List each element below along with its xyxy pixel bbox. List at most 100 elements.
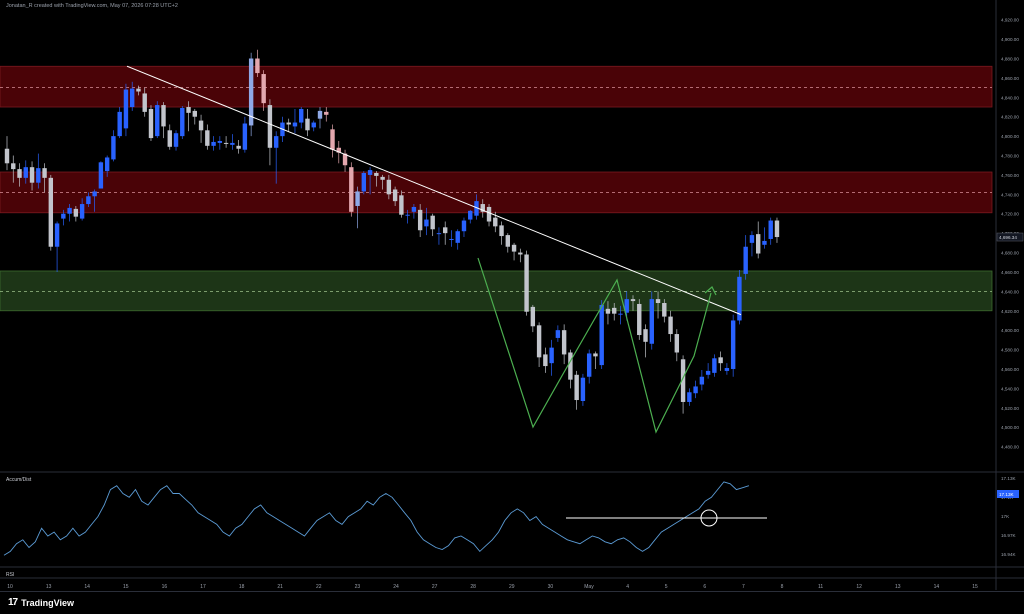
candle-body [29,167,35,183]
candle-body [36,168,41,183]
candle-body [230,142,235,145]
candle-body [724,368,730,371]
date-tick-label: 15 [972,584,978,590]
candle-body [198,120,204,131]
price-tick-label: 4,760.00 [1001,173,1019,178]
candle-body [180,107,185,137]
candle-body [493,217,498,227]
indicator-last-label: 17.13K [999,492,1014,497]
price-tick-label: 4,800.00 [1001,134,1019,139]
price-tick-label: 4,680.00 [1001,251,1019,256]
candle-body [668,316,673,335]
zone-resistance-1 [0,171,993,214]
date-tick-label: 27 [432,584,438,590]
candle-body [518,252,523,255]
indicator-tick-label: 17.13K [1001,476,1016,481]
candle-body [768,220,773,239]
candle-body [536,325,542,358]
candle-body [173,133,179,147]
price-tick-label: 4,860.00 [1001,76,1019,81]
candle-body [211,141,216,146]
date-tick-label: 15 [123,584,129,590]
chart-credit: Jonatan_R created with TradingView.com, … [6,3,178,9]
pattern-arrowhead [704,286,717,296]
candle-body [255,58,260,74]
candle-body [86,196,91,205]
date-tick-label: 11 [818,584,823,590]
tradingview-brand-name: TradingView [21,597,74,608]
date-tick-label: 14 [84,584,90,590]
tradingview-logo[interactable]: 17 TradingView [8,597,74,608]
candle-body [555,330,561,338]
candle-body [17,169,22,178]
candle-body [405,214,410,216]
candle-body [455,231,460,243]
candle-body [167,130,172,147]
candle-body [367,170,373,175]
indicator-tick-label: 17K [1001,514,1010,519]
price-tick-label: 4,720.00 [1001,212,1019,217]
candle-body [705,370,711,375]
candle-body [299,108,304,123]
candle-body [324,111,329,115]
candle-body [662,303,667,317]
candle-body [474,201,479,216]
candle-body [130,88,135,108]
candle-body [4,148,10,164]
price-tick-label: 4,560.00 [1001,367,1019,372]
candle-body [674,334,680,353]
chart-canvas[interactable]: 4,920.00 4,900.00 4,880.00 4,860.00 4,840.00… [0,0,1024,592]
date-tick-label: 17 [200,584,206,590]
date-tick-label: 24 [393,584,399,590]
price-tick-label: 4,740.00 [1001,192,1019,197]
date-tick-label: 10 [7,584,13,590]
tradingview-logo-icon: 17 [8,597,18,608]
candle-body [530,306,536,327]
candle-body [374,172,379,176]
candle-body [624,299,629,313]
candle-body [743,246,748,274]
candle-body [411,206,417,212]
zone-resistance-0 [0,65,993,108]
price-tick-label: 4,620.00 [1001,309,1019,314]
last-price-label: 4,696.34 [999,235,1017,240]
candle-body [186,107,191,113]
candle-body [267,105,273,148]
candle-body [499,225,504,237]
candle-body [61,213,66,219]
double-bottom-pattern [477,257,712,434]
rsi-label: RSI [6,572,15,578]
date-tick-label: 6 [703,584,706,590]
price-tick-label: 4,660.00 [1001,270,1019,275]
candle-body [687,392,692,402]
date-tick-label: 8 [781,584,784,590]
candle-body [436,233,442,235]
date-tick-label: 14 [934,584,940,590]
candle-body [386,179,392,195]
candle-body [424,219,429,227]
candle-body [399,195,404,215]
date-tick-label: 28 [470,584,476,590]
candle-body [242,123,248,150]
candle-body [355,191,360,206]
candle-body [749,235,755,243]
candle-body [248,58,254,126]
candle-body [380,176,385,180]
price-tick-label: 4,500.00 [1001,425,1019,430]
candle-body [549,347,554,364]
candle-body [511,244,517,252]
date-tick-label: 13 [895,584,901,590]
candle-body [655,299,661,304]
candle-body [580,377,586,401]
candle-body [417,209,423,231]
candle-body [649,299,654,344]
indicator-tick-label: 16.94K [1001,552,1016,557]
candle-body [443,227,448,234]
candle-body [756,234,761,254]
candle-body [480,204,485,212]
candle-body [161,105,166,127]
candle-body [311,122,316,128]
candle-body [79,204,85,219]
candle-body [430,215,435,230]
candle-body [236,145,241,149]
